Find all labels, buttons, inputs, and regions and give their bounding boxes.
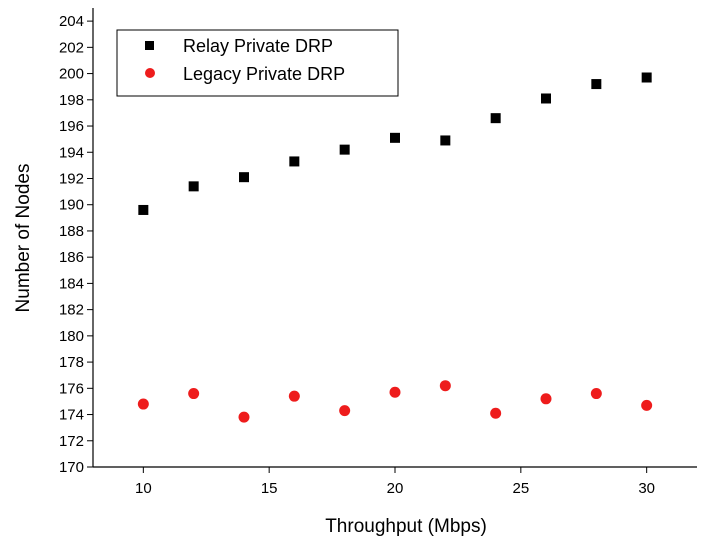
legend-marker-relay xyxy=(145,41,154,50)
legacy-data-point xyxy=(590,388,602,400)
y-tick-label: 188 xyxy=(59,223,84,240)
relay-data-point xyxy=(188,181,199,192)
legend: Relay Private DRP Legacy Private DRP xyxy=(116,29,399,97)
y-axis-ticks: 170 172 174 176 178 180 182 184 186 188 190 192 194 1… xyxy=(59,13,93,476)
legacy-data-point xyxy=(389,386,401,398)
legend-label-relay: Relay Private DRP xyxy=(183,36,333,56)
legacy-data-point xyxy=(238,411,250,423)
y-tick-label: 178 xyxy=(59,354,84,371)
y-tick-label: 200 xyxy=(59,66,84,83)
y-tick-label: 194 xyxy=(59,144,84,161)
legacy-data-point xyxy=(439,380,451,392)
relay-data-point xyxy=(239,172,249,183)
relay-data-point xyxy=(339,144,350,155)
relay-data-point xyxy=(289,156,300,167)
legacy-data-point xyxy=(339,405,351,417)
y-tick-label: 180 xyxy=(59,328,84,345)
legacy-data-point xyxy=(641,399,653,411)
x-tick-label: 25 xyxy=(512,480,529,497)
y-tick-label: 196 xyxy=(59,118,84,135)
x-axis-title: Throughput (Mbps) xyxy=(325,516,487,537)
y-tick-label: 176 xyxy=(59,380,84,397)
y-tick-label: 182 xyxy=(59,302,84,319)
y-tick-label: 190 xyxy=(59,197,84,214)
relay-data-point xyxy=(138,204,149,215)
relay-data-point xyxy=(591,79,602,90)
relay-data-point xyxy=(490,113,501,124)
y-tick-label: 202 xyxy=(59,39,84,56)
x-tick-label: 15 xyxy=(261,480,278,497)
y-tick-label: 174 xyxy=(59,407,84,424)
legend-label-legacy: Legacy Private DRP xyxy=(183,64,345,84)
y-tick-label: 186 xyxy=(59,249,84,266)
relay-data-point xyxy=(440,135,451,146)
legend-box xyxy=(116,29,399,97)
legend-marker-legacy xyxy=(145,68,155,78)
legacy-data-point xyxy=(288,390,300,402)
y-axis-title: Number of Nodes xyxy=(13,164,34,313)
legacy-data-point xyxy=(540,393,552,405)
x-tick-label: 10 xyxy=(135,480,152,497)
y-tick-label: 198 xyxy=(59,92,84,109)
data-points xyxy=(137,72,653,423)
legacy-data-point xyxy=(188,388,200,400)
y-tick-label: 184 xyxy=(59,275,84,292)
y-tick-label: 170 xyxy=(59,459,84,476)
relay-data-point xyxy=(641,72,652,83)
relay-data-point xyxy=(390,132,400,143)
legacy-data-point xyxy=(137,398,149,410)
x-tick-label: 30 xyxy=(638,480,655,497)
y-tick-label: 172 xyxy=(59,433,84,450)
y-tick-label: 204 xyxy=(59,13,84,30)
y-tick-label: 192 xyxy=(59,170,84,187)
x-axis-ticks: 10 15 20 25 30 xyxy=(135,467,655,497)
legacy-data-point xyxy=(490,407,502,419)
relay-data-point xyxy=(541,93,551,104)
x-tick-label: 20 xyxy=(387,480,404,497)
